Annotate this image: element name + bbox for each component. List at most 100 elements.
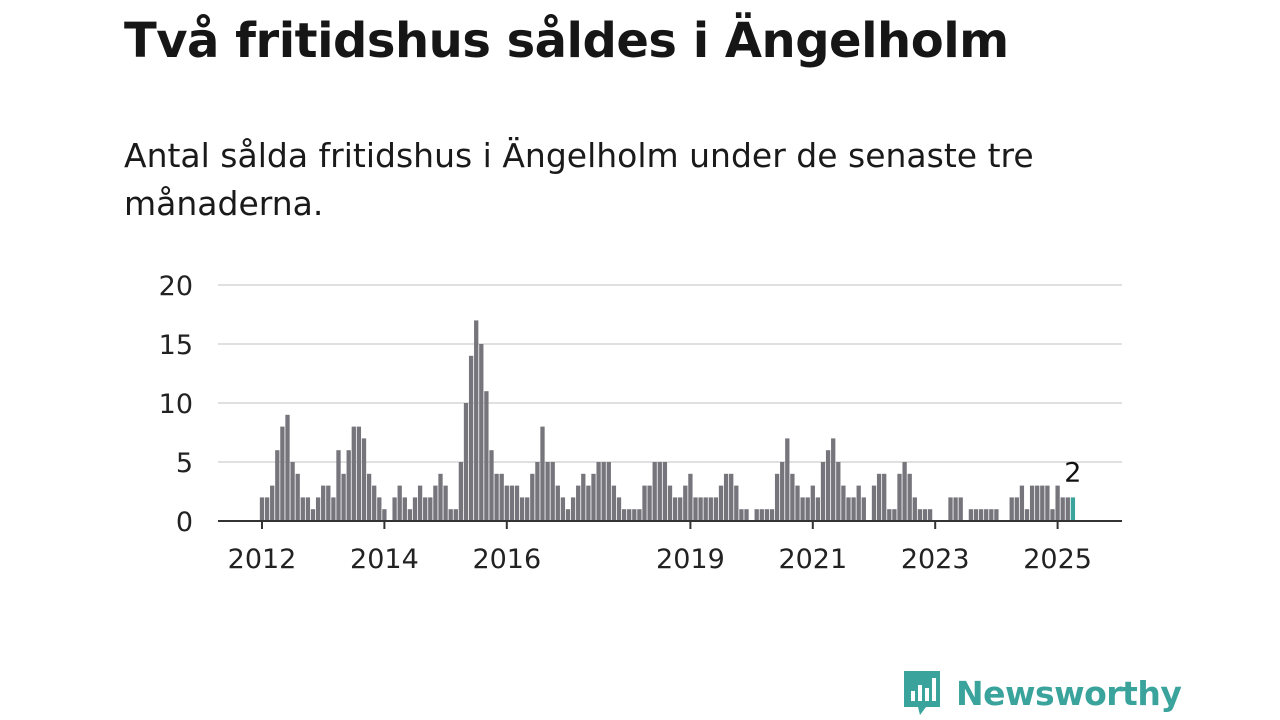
bar: [927, 509, 933, 521]
bar: [774, 473, 780, 521]
bar: [1060, 497, 1065, 521]
gridlines: [218, 284, 1122, 463]
bar: [729, 473, 734, 521]
bar: [463, 403, 469, 521]
bar: [1014, 497, 1019, 521]
bar: [887, 509, 892, 521]
bar: [1024, 509, 1030, 521]
bar: [683, 485, 688, 521]
bar: [892, 509, 897, 521]
bar: [468, 355, 474, 521]
bar: [295, 473, 300, 521]
x-tick-label: 2016: [472, 544, 541, 575]
bar: [652, 462, 657, 521]
bar: [290, 462, 295, 521]
bar: [402, 497, 407, 521]
chart-subtitle: Antal sålda fritidshus i Ängelholm under…: [124, 136, 1034, 223]
bar: [621, 509, 627, 521]
bar: [570, 497, 576, 521]
bar: [662, 462, 668, 521]
bar: [412, 497, 418, 521]
bar: [698, 497, 703, 521]
bar: [514, 485, 520, 521]
bar: [443, 485, 448, 521]
bar: [361, 438, 367, 521]
bar: [479, 344, 484, 521]
bar: [718, 485, 724, 521]
bar: [611, 485, 617, 521]
bar: [525, 497, 530, 521]
bar: [484, 391, 489, 521]
bar: [346, 450, 351, 521]
bar: [305, 497, 311, 521]
brand-name: Newsworthy: [956, 673, 1182, 713]
x-axis-ticks: 2012 2014 2016 2019 2021 2023 2025: [228, 521, 1092, 575]
bar: [841, 485, 846, 521]
bar: [550, 462, 555, 521]
bar: [958, 497, 963, 521]
bar: [800, 497, 805, 521]
bar: [428, 497, 433, 521]
bar: [657, 462, 662, 521]
bar: [825, 450, 831, 521]
bar: [978, 509, 984, 521]
bar: [769, 509, 775, 521]
bar: [1035, 485, 1040, 521]
bar-latest: [1070, 497, 1076, 521]
bar: [1040, 485, 1045, 521]
bar: [647, 485, 652, 521]
bar: [672, 497, 678, 521]
bar: [596, 462, 601, 521]
bar: [417, 485, 423, 521]
bar: [565, 509, 571, 521]
bar: [275, 450, 280, 521]
bar: [300, 497, 305, 521]
bar: [591, 473, 596, 521]
bar: [780, 462, 785, 521]
bar: [876, 473, 882, 521]
bar: [693, 497, 698, 521]
bar: [285, 414, 290, 521]
last-value-label: 2: [1064, 457, 1081, 488]
bar: [581, 473, 586, 521]
bar: [856, 485, 861, 521]
bar: [423, 497, 428, 521]
bar: [264, 497, 270, 521]
bar: [1045, 485, 1050, 521]
bar: [270, 485, 275, 521]
bar: [953, 497, 958, 521]
bar: [994, 509, 999, 521]
bar: [764, 509, 770, 521]
x-tick-label: 2021: [778, 544, 847, 575]
bar: [392, 497, 397, 521]
bar: [637, 509, 642, 521]
bar: [519, 497, 525, 521]
bar: [739, 509, 744, 521]
bar: [535, 462, 540, 521]
bar: [861, 497, 866, 521]
bar: [984, 509, 989, 521]
bar: [810, 485, 815, 521]
bar: [836, 462, 841, 521]
bar: [820, 462, 826, 521]
bar: [790, 473, 795, 521]
bar: [321, 485, 326, 521]
bar: [315, 497, 321, 521]
bar: [540, 426, 545, 521]
bar: [474, 320, 479, 521]
bar: [1055, 485, 1060, 521]
bar: [703, 497, 708, 521]
bar: [377, 497, 382, 521]
bar: [744, 509, 749, 521]
y-tick-label: 10: [159, 389, 193, 420]
bar: [912, 497, 917, 521]
bar: [280, 426, 285, 521]
bar: [489, 450, 494, 521]
bar: [366, 473, 372, 521]
bar: [576, 485, 581, 521]
x-tick-label: 2025: [1023, 544, 1092, 575]
bar: [397, 485, 402, 521]
bar: [586, 485, 591, 521]
y-tick-label: 0: [176, 507, 193, 538]
bar: [331, 497, 336, 521]
